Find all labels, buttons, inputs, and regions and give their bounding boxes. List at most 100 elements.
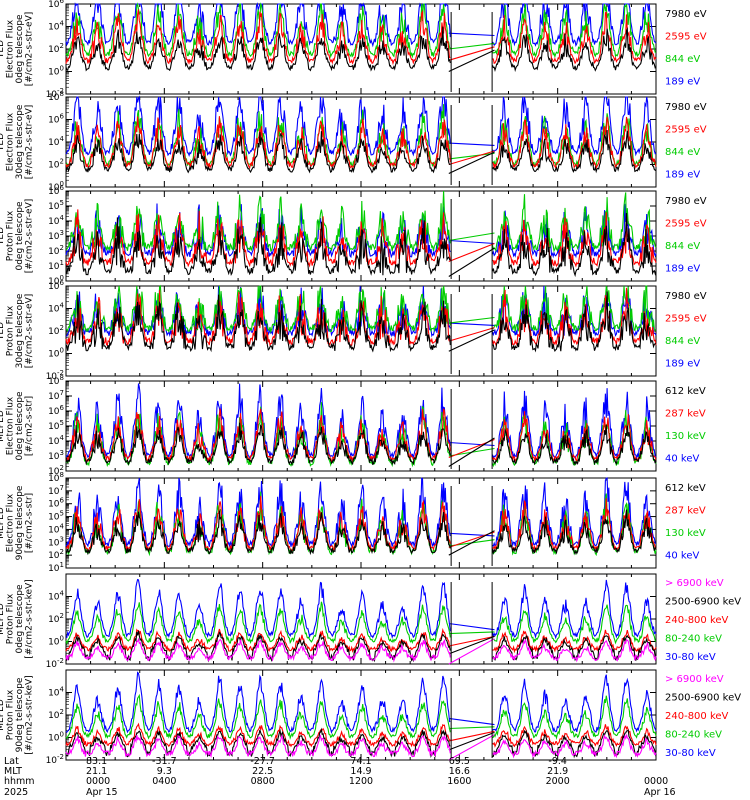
- y-tick-label: 103: [48, 229, 64, 242]
- series-line-1: [65, 733, 657, 761]
- y-tick-label: 106: [48, 113, 64, 126]
- tick-exp: 2: [60, 708, 64, 716]
- x-col-hhmm: 1200: [349, 776, 373, 787]
- tick-base: 10: [48, 392, 60, 402]
- tick-base: 10: [48, 615, 60, 625]
- tick-base: 10: [46, 90, 58, 100]
- tick-exp: -2: [57, 753, 64, 761]
- legend-entry: 2595 eV: [665, 32, 707, 43]
- tick-exp: -2: [57, 87, 64, 95]
- legend-entry: 7980 eV: [665, 291, 707, 302]
- y-axis-label-line: [#/cm2-s-str]: [24, 396, 34, 456]
- y-tick-label: 104: [48, 522, 64, 535]
- tick-exp: 6: [60, 113, 65, 121]
- tick-base: 10: [48, 711, 60, 721]
- tick-exp: 8: [60, 90, 64, 98]
- tick-exp: 2: [60, 42, 64, 50]
- y-tick-label: 104: [48, 214, 64, 227]
- series-line-2: [65, 630, 657, 663]
- y-tick-label: 107: [48, 389, 64, 402]
- tick-exp: 1: [60, 259, 64, 267]
- y-tick-label: 104: [48, 302, 64, 315]
- y-axis-label-line: MEPED: [0, 603, 6, 635]
- tick-exp: 5: [60, 199, 64, 207]
- tick-exp: 3: [60, 449, 64, 457]
- series-line-1: [65, 637, 657, 665]
- legend-entry: 612 keV: [665, 386, 706, 397]
- y-tick-label: 102: [48, 158, 64, 171]
- y-axis-label-line: MEPED: [0, 699, 6, 731]
- tick-base: 10: [48, 262, 60, 272]
- x-col-mlt: 21.9: [547, 766, 568, 777]
- y-axis-label-line: 0deg telescope: [15, 201, 25, 271]
- tick-base: 10: [48, 23, 60, 33]
- series-line-3: [65, 284, 657, 334]
- tick-base: 10: [48, 407, 60, 417]
- legend-entry: 80-240 keV: [665, 634, 722, 645]
- tick-base: 10: [48, 500, 60, 510]
- x-col-lat: -27.7: [250, 756, 275, 767]
- tick-exp: 7: [60, 484, 64, 492]
- x-col-lat: -9.4: [548, 756, 567, 767]
- tick-base: 10: [48, 217, 60, 227]
- tick-exp: 6: [60, 184, 65, 192]
- tick-base: 10: [48, 437, 60, 447]
- y-axis-label-line: Proton Flux: [5, 593, 15, 644]
- y-tick-label: 100: [48, 731, 64, 744]
- y-tick-label: 100: [48, 347, 64, 360]
- legend-entry: 7980 eV: [665, 102, 707, 113]
- legend-entry: 240-800 keV: [665, 615, 729, 626]
- legend-entry: 240-800 keV: [665, 711, 729, 722]
- x-row-label: Lat: [4, 756, 19, 767]
- y-tick-label: 107: [48, 484, 64, 497]
- legend-entry: 2595 eV: [665, 219, 707, 230]
- tick-base: 10: [48, 638, 60, 648]
- y-axis-label: TED Proton Flux 30deg telescope [#/cm2-s-st…: [0, 293, 34, 368]
- x-row-label: 2025: [4, 787, 28, 798]
- y-tick-label: 105: [48, 510, 64, 523]
- legend-entry: 2595 eV: [665, 125, 707, 136]
- y-tick-label: 102: [48, 324, 64, 337]
- series-line-5: [65, 671, 657, 734]
- legend-entry: > 6900 keV: [665, 578, 724, 589]
- x-col-lat: 74.1: [350, 756, 371, 767]
- x-col-hhmm: 0400: [152, 776, 176, 787]
- tick-base: 10: [46, 660, 58, 670]
- tick-exp: 5: [60, 419, 64, 427]
- y-tick-label: 10-2: [46, 87, 64, 100]
- tick-exp: -2: [57, 369, 64, 377]
- tick-base: 10: [48, 525, 60, 535]
- y-axis-label-line: 90deg telescope: [15, 485, 25, 560]
- series-line-2: [65, 9, 657, 66]
- legend-entry: 30-80 keV: [665, 652, 716, 663]
- series-line-4: [65, 477, 657, 549]
- x-col-hhmm: 2000: [546, 776, 570, 787]
- tick-base: 10: [48, 487, 60, 497]
- tick-exp: 8: [60, 471, 64, 479]
- x-col-lat: 83.1: [86, 756, 107, 767]
- tick-exp: 4: [60, 522, 65, 530]
- x-col-date: Apr 16: [644, 787, 676, 798]
- tick-exp: 2: [60, 612, 64, 620]
- tick-exp: 2: [60, 464, 64, 472]
- legend-entry: 40 keV: [665, 551, 699, 562]
- tick-base: 10: [48, 305, 60, 315]
- y-tick-label: 102: [48, 42, 64, 55]
- y-tick-label: 105: [48, 199, 64, 212]
- y-tick-label: 106: [48, 404, 64, 417]
- tick-exp: 4: [60, 135, 65, 143]
- tick-base: 10: [48, 68, 60, 78]
- series-line-3: [65, 2, 657, 59]
- series-line-4: [65, 601, 657, 645]
- y-tick-label: 10-2: [46, 753, 64, 766]
- tick-base: 10: [48, 93, 60, 103]
- tick-base: 10: [48, 422, 60, 432]
- tick-base: 10: [48, 538, 60, 548]
- y-axis-label-line: Electron Flux: [5, 493, 15, 552]
- tick-exp: 0: [60, 65, 64, 73]
- tick-exp: 0: [60, 731, 64, 739]
- y-tick-label: 104: [48, 20, 64, 33]
- tick-base: 10: [48, 183, 60, 193]
- y-axis-label: MEPED Electron Flux 90deg telescope [#/cm2-…: [0, 485, 34, 560]
